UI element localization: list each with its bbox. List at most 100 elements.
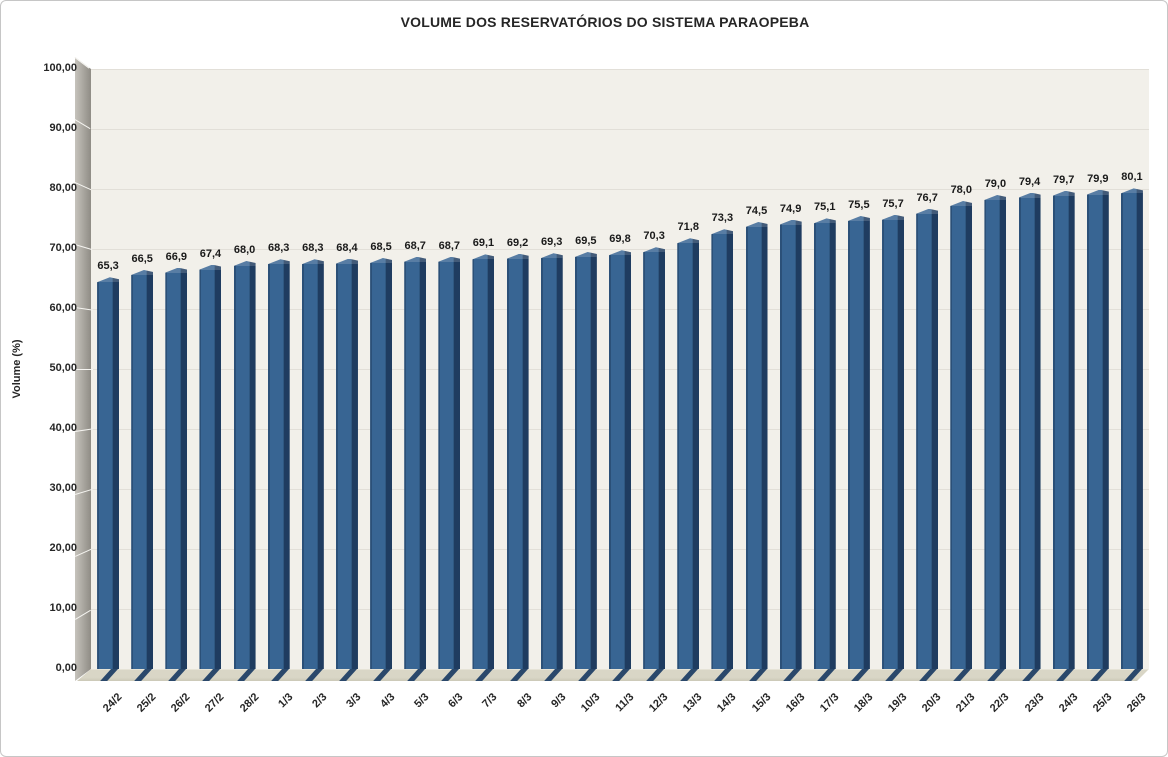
y-tick-label: 90,00 xyxy=(49,122,77,134)
bar-top-highlight xyxy=(711,229,734,235)
bar-top-highlight xyxy=(1018,192,1041,198)
bar xyxy=(643,247,666,669)
bar xyxy=(233,261,256,669)
bar xyxy=(813,218,836,669)
bar-top-highlight xyxy=(335,258,358,264)
bar-value-label: 74,5 xyxy=(745,205,768,217)
bar-value-label: 75,5 xyxy=(848,199,870,211)
bar xyxy=(711,229,734,669)
bar xyxy=(984,195,1007,669)
bar xyxy=(199,264,222,669)
bar xyxy=(506,253,529,669)
bar-top-highlight xyxy=(574,252,597,257)
bar-top-highlight xyxy=(1086,189,1109,195)
bar-top-highlight xyxy=(882,214,905,220)
bar-value-label: 71,8 xyxy=(677,221,699,234)
gridline xyxy=(91,249,1149,250)
bar-top-highlight xyxy=(438,256,461,262)
bar xyxy=(370,258,393,669)
bar-top-highlight xyxy=(779,219,802,225)
bar-top-highlight xyxy=(199,264,222,270)
bar xyxy=(1018,192,1041,669)
bar-value-label: 67,4 xyxy=(199,247,222,260)
bar xyxy=(438,256,461,669)
bar-top-highlight xyxy=(540,253,563,259)
bar-value-label: 79,4 xyxy=(1018,175,1041,188)
bar-value-label: 65,3 xyxy=(97,260,119,273)
bar-top-highlight xyxy=(916,208,939,214)
bar xyxy=(540,253,563,669)
bar-top-highlight xyxy=(984,195,1007,200)
bar-value-label: 75,1 xyxy=(814,201,836,214)
bar-top-highlight xyxy=(1052,190,1075,196)
wall-gridline-mark xyxy=(75,369,93,370)
bar-value-label: 66,9 xyxy=(165,250,188,263)
y-tick-label: 20,00 xyxy=(49,542,77,554)
bar-value-label: 76,7 xyxy=(916,191,938,204)
bar xyxy=(574,252,597,669)
bar xyxy=(1052,190,1075,669)
bar-top-highlight xyxy=(847,216,870,221)
bar-value-label: 79,0 xyxy=(984,178,1007,190)
bar-top-highlight xyxy=(267,259,290,265)
bar-value-label: 70,3 xyxy=(643,230,665,243)
y-tick-label: 60,00 xyxy=(49,302,77,314)
bar-top-highlight xyxy=(506,253,529,259)
bar-value-label: 68,3 xyxy=(267,242,290,255)
bar-value-label: 68,7 xyxy=(438,239,461,252)
bar-value-label: 66,5 xyxy=(131,253,153,265)
bar-top-highlight xyxy=(301,259,324,265)
bar-value-label: 68,7 xyxy=(404,239,426,252)
bar-value-label: 69,2 xyxy=(506,236,529,249)
bar-value-label: 68,0 xyxy=(233,244,256,256)
bar xyxy=(301,259,324,669)
bar-value-label: 79,7 xyxy=(1052,173,1075,186)
bar-value-label: 75,7 xyxy=(882,197,904,210)
bar-top-highlight xyxy=(97,277,120,283)
bar-top-highlight xyxy=(404,256,427,262)
bar xyxy=(404,256,427,669)
bar xyxy=(1086,189,1109,669)
bar xyxy=(335,258,358,669)
bar-top-highlight xyxy=(643,247,666,253)
bar xyxy=(745,222,768,669)
bar-top-highlight xyxy=(1120,188,1143,194)
bar-value-label: 69,8 xyxy=(609,233,631,246)
bar-value-label: 69,1 xyxy=(472,237,495,250)
bar xyxy=(882,214,905,669)
bar-top-highlight xyxy=(165,267,188,273)
bar xyxy=(131,270,154,669)
bar-value-label: 69,3 xyxy=(541,236,563,249)
y-tick-label: 30,00 xyxy=(49,482,77,494)
bar-value-label: 68,3 xyxy=(302,242,324,255)
bar-value-label: 69,5 xyxy=(575,235,597,247)
bar-top-highlight xyxy=(233,261,256,266)
bar-top-highlight xyxy=(131,270,154,275)
bar xyxy=(609,250,631,669)
bar xyxy=(950,201,973,669)
bar xyxy=(1120,188,1143,669)
y-tick-label: 40,00 xyxy=(49,422,77,434)
bar xyxy=(97,277,120,669)
y-tick-label: 10,00 xyxy=(49,602,77,614)
bar-top-highlight xyxy=(609,250,631,256)
y-tick-label: 70,00 xyxy=(49,242,77,254)
bar-value-label: 78,0 xyxy=(950,184,972,196)
bar-top-highlight xyxy=(370,258,393,263)
y-tick-label: 100,00 xyxy=(43,62,77,74)
bar xyxy=(847,216,870,669)
bar-value-label: 68,4 xyxy=(336,241,358,254)
bar-top-highlight xyxy=(677,238,700,244)
bar xyxy=(165,267,188,669)
bar-value-label: 79,9 xyxy=(1087,172,1109,185)
bar-top-highlight xyxy=(813,218,836,224)
bar xyxy=(677,238,700,669)
bar-top-highlight xyxy=(950,201,973,206)
bar-value-label: 80,1 xyxy=(1121,171,1143,184)
bar xyxy=(916,208,939,669)
bar-value-label: 68,5 xyxy=(370,241,392,253)
bar xyxy=(779,219,802,669)
bar xyxy=(267,259,290,669)
bar-top-highlight xyxy=(745,222,768,227)
